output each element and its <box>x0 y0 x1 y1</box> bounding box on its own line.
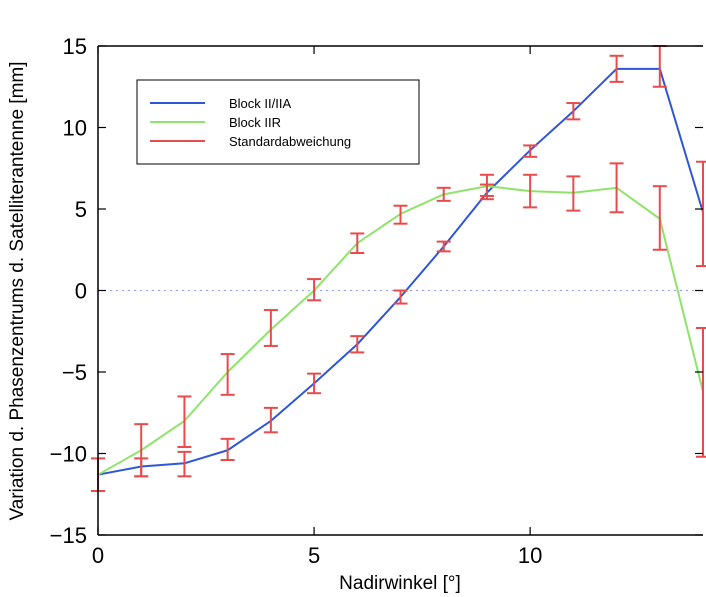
x-axis-label: Nadirwinkel [°] <box>339 573 461 594</box>
y-tick-label: 15 <box>63 34 87 59</box>
y-tick-label: −5 <box>62 360 87 385</box>
x-tick-label: 0 <box>92 543 104 568</box>
legend-label-block-ii-iia: Block II/IIA <box>229 96 291 111</box>
axis-layer <box>97 45 703 536</box>
legend-label-block-iir: Block IIR <box>229 115 281 130</box>
tick-label-layer: −15 −10 −5 0 5 10 15 0 5 10 <box>50 34 543 568</box>
x-tick-label: 5 <box>308 543 320 568</box>
y-tick-label: 5 <box>75 197 87 222</box>
y-tick-label: 10 <box>63 116 87 141</box>
y-tick-label: −10 <box>50 442 87 467</box>
y-axis-label: Variation d. Phasenzentrums d. Satellite… <box>7 61 28 520</box>
x-tick-label: 10 <box>518 543 542 568</box>
y-tick-label: 0 <box>75 279 87 304</box>
legend: Block II/IIA Block IIR Standardabweichun… <box>136 79 420 165</box>
legend-label-standardabweichung: Standardabweichung <box>229 134 351 149</box>
y-tick-label: −15 <box>50 523 87 548</box>
errorbar-layer <box>91 45 706 492</box>
